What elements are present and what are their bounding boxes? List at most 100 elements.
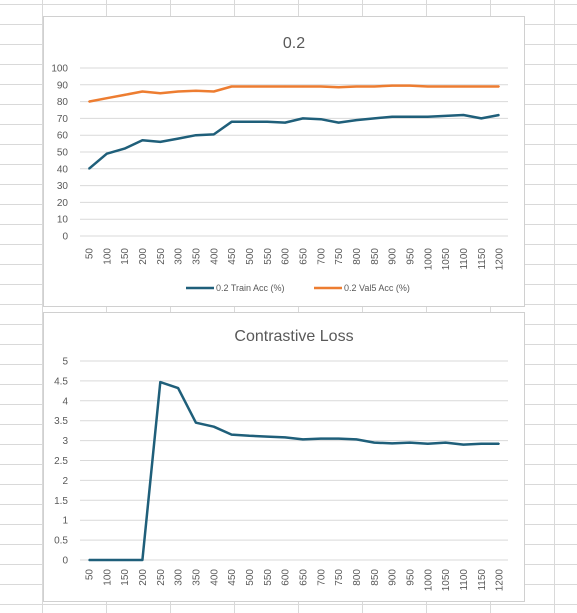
data-point [177, 137, 179, 140]
data-point [462, 443, 465, 446]
y-tick-label: 0 [62, 232, 68, 243]
data-point [159, 92, 162, 94]
contrastive-loss-chart[interactable]: Contrastive Loss 0 0.5 1 1.5 2 2.5 3 3.5 4 4.5 5 50 1… [43, 312, 525, 602]
x-tick-label: 1200 [495, 248, 506, 271]
data-point [248, 120, 251, 123]
data-point [284, 121, 286, 124]
series-line-2 [88, 84, 500, 103]
y-tick-label: 40 [57, 164, 69, 175]
data-point [391, 84, 393, 87]
data-point [266, 435, 269, 438]
data-point [480, 442, 483, 445]
data-point [195, 134, 197, 136]
x-tick-label: 750 [334, 569, 345, 586]
x-tick-label: 50 [84, 248, 95, 260]
accuracy-chart[interactable]: 0.2 0 10 20 30 40 50 60 70 80 90 100 50 100 150 200 250 3… [43, 16, 525, 307]
y-tick-label: 4.5 [54, 376, 68, 387]
x-tick-label: 800 [352, 569, 363, 586]
data-point [409, 84, 411, 87]
x-tick-label: 1050 [441, 248, 452, 271]
x-tick-label: 450 [227, 248, 238, 265]
x-tick-label: 800 [352, 248, 363, 265]
x-tick-label: 950 [405, 248, 416, 265]
data-point [88, 100, 90, 103]
data-point [105, 559, 108, 561]
data-point [212, 133, 215, 136]
x-tick-label: 1200 [495, 569, 506, 592]
x-tick-label: 650 [298, 569, 309, 586]
legend-label-1: 0.2 Train Acc (%) [216, 283, 285, 293]
data-point [444, 115, 447, 117]
x-tick-label: 650 [298, 248, 309, 265]
data-point [498, 85, 500, 88]
y-tick-label: 3.5 [54, 416, 68, 427]
data-point [123, 94, 126, 96]
y-tick-label: 50 [57, 148, 69, 159]
x-tick-label: 300 [174, 248, 185, 265]
x-tick-label: 350 [191, 569, 202, 586]
data-point [319, 118, 322, 121]
x-tick-label: 850 [370, 569, 381, 586]
data-point [88, 559, 90, 561]
x-tick-label: 700 [316, 248, 327, 265]
chart-title: 0.2 [283, 35, 305, 52]
x-tick-label: 1150 [477, 569, 488, 591]
y-tick-label: 5 [62, 357, 68, 368]
accuracy-chart-svg: 0.2 0 10 20 30 40 50 60 70 80 90 100 50 100 150 200 250 3… [51, 35, 508, 293]
data-point [462, 85, 465, 88]
data-point [462, 114, 465, 116]
x-tick-label: 900 [388, 569, 399, 586]
data-point [230, 433, 233, 436]
data-point [284, 436, 286, 439]
y-tick-label: 1 [62, 516, 68, 527]
data-point [302, 117, 304, 120]
data-point [373, 85, 376, 88]
data-point [248, 85, 251, 88]
x-tick-label: 200 [138, 569, 149, 586]
x-tick-label: 600 [281, 248, 292, 265]
data-point [177, 387, 179, 389]
x-tick-label: 1150 [477, 248, 488, 270]
y-tick-label: 2.5 [54, 456, 68, 467]
data-point [105, 152, 108, 155]
x-tick-label: 1100 [459, 569, 470, 591]
data-point [195, 421, 197, 424]
data-point [212, 425, 215, 428]
data-point [159, 381, 162, 383]
x-tick-label: 250 [156, 569, 167, 586]
data-point [337, 437, 340, 440]
series-line-1 [88, 113, 500, 170]
data-point [141, 559, 144, 561]
data-point [444, 441, 447, 444]
data-point [195, 89, 197, 92]
x-tick-label: 950 [405, 569, 416, 586]
data-point [230, 85, 233, 88]
data-point [302, 438, 304, 441]
data-point [302, 85, 304, 88]
data-point [266, 120, 269, 123]
data-point [248, 435, 251, 437]
x-tick-label: 600 [281, 569, 292, 586]
data-point [159, 141, 162, 143]
x-tick-label: 750 [334, 248, 345, 265]
data-point [426, 115, 429, 118]
y-tick-label: 3 [62, 436, 68, 447]
data-point [409, 115, 411, 118]
data-point [337, 121, 340, 124]
data-point [498, 442, 500, 445]
data-point [284, 85, 286, 88]
y-tick-label: 10 [57, 215, 69, 226]
data-point [426, 85, 429, 88]
data-point [141, 139, 144, 142]
data-point [319, 437, 322, 440]
y-tick-label: 0 [62, 556, 68, 567]
y-tick-label: 80 [57, 97, 69, 108]
data-point [355, 119, 358, 121]
y-tick-label: 2 [62, 476, 68, 487]
data-point [88, 168, 90, 170]
x-tick-label: 550 [263, 569, 274, 586]
x-tick-label: 700 [316, 569, 327, 586]
data-point [123, 559, 126, 561]
x-tick-label: 100 [102, 569, 113, 586]
